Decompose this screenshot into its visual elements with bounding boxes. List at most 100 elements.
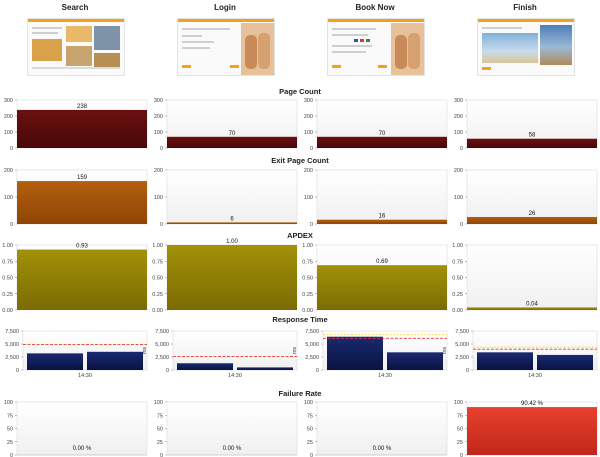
- y-tick-label: 2,500: [5, 355, 19, 361]
- section-title-page-count: Page Count: [279, 87, 321, 96]
- thumbnail-photo: [66, 46, 92, 66]
- y-tick-label: 100: [4, 195, 13, 201]
- y-tick-label: 300: [4, 98, 13, 104]
- plot-area: [316, 169, 448, 225]
- y-tick-label: 0: [310, 146, 313, 152]
- plot-area: [466, 169, 598, 225]
- y-tick-label: 75: [457, 413, 463, 419]
- y-tick-label: 0.75: [152, 259, 163, 265]
- column-title-login: Login: [214, 3, 236, 12]
- y-tick-label: 7,500: [5, 329, 19, 335]
- y-tick-label: 0.00: [2, 308, 13, 314]
- thumbnail-photo: [258, 33, 270, 69]
- plot-area: [466, 244, 598, 311]
- y-tick-label: 0: [160, 453, 163, 457]
- y-tick-label: 0: [460, 222, 463, 228]
- data-label: 238: [77, 104, 88, 110]
- x-tick-label: 14:30: [528, 373, 542, 379]
- y-tick-label: 0: [10, 146, 13, 152]
- data-label: 26: [529, 211, 536, 217]
- thumbnail-photo: [408, 33, 420, 69]
- y-axis-label: ms: [292, 347, 298, 355]
- thumbnail-header-bar: [178, 19, 274, 22]
- y-tick-label: 300: [454, 98, 463, 104]
- thumbnail-photo: [94, 26, 120, 50]
- y-tick-label: 100: [154, 130, 163, 136]
- thumbnail-photo: [66, 26, 92, 42]
- y-tick-label: 300: [154, 98, 163, 104]
- thumbnail-button: [182, 65, 191, 68]
- response-time-bar: [387, 352, 443, 370]
- bar-search: [17, 181, 147, 224]
- finish-page-thumbnail[interactable]: [477, 18, 575, 76]
- search-page-thumbnail[interactable]: [27, 18, 125, 76]
- y-tick-label: 0: [460, 453, 463, 457]
- thumbnail-photo: [540, 25, 572, 65]
- y-tick-label: 25: [7, 440, 13, 446]
- y-tick-label: 75: [307, 413, 313, 419]
- y-tick-label: 0.00: [452, 308, 463, 314]
- x-tick-label: 14:30: [78, 373, 92, 379]
- y-tick-label: 0: [10, 222, 13, 228]
- y-tick-label: 0: [466, 368, 469, 374]
- y-tick-label: 5,000: [155, 342, 169, 348]
- y-tick-label: 0: [10, 453, 13, 457]
- y-tick-label: 100: [4, 130, 13, 136]
- plot-area: [16, 401, 148, 456]
- y-tick-label: 200: [304, 114, 313, 120]
- section-title-exit-page-count: Exit Page Count: [271, 156, 329, 165]
- y-tick-label: 0.50: [152, 276, 163, 282]
- y-tick-label: 200: [4, 114, 13, 120]
- thumbnail-card-icon: [354, 39, 358, 42]
- y-tick-label: 5,000: [305, 342, 319, 348]
- thumbnail-text-line: [182, 47, 210, 49]
- y-axis-label: ms: [142, 347, 148, 355]
- y-tick-label: 75: [157, 413, 163, 419]
- thumbnail-text-line: [332, 28, 376, 30]
- y-tick-label: 0.25: [452, 292, 463, 298]
- y-tick-label: 1.00: [302, 243, 313, 249]
- bar-search: [17, 249, 147, 310]
- bar-book-now: [317, 136, 447, 148]
- data-label: 1.00: [226, 239, 238, 245]
- login-page-thumbnail[interactable]: [177, 18, 275, 76]
- response-time-bar: [177, 363, 233, 370]
- y-axis-label: ms: [442, 347, 448, 355]
- data-label: 0.00 %: [373, 446, 392, 452]
- y-tick-label: 100: [304, 130, 313, 136]
- thumbnail-button: [378, 65, 387, 68]
- y-tick-label: 25: [457, 440, 463, 446]
- y-tick-label: 100: [154, 400, 163, 406]
- column-title-book-now: Book Now: [355, 3, 395, 12]
- thumbnail-text-line: [32, 67, 120, 69]
- column-title-search: Search: [61, 3, 89, 12]
- thumbnail-text-line: [182, 35, 202, 37]
- thumbnail-text-line: [182, 41, 214, 43]
- thumbnail-text-line: [332, 34, 368, 36]
- book-now-page-thumbnail[interactable]: [327, 18, 425, 76]
- y-tick-label: 0: [310, 222, 313, 228]
- section-title-response-time: Response Time: [272, 315, 328, 324]
- section-title-apdex: APDEX: [287, 231, 313, 240]
- y-tick-label: 25: [307, 440, 313, 446]
- response-time-bar: [87, 351, 143, 370]
- thumbnail-text-line: [182, 28, 230, 30]
- y-tick-label: 0.25: [302, 292, 313, 298]
- thumbnail-photo: [482, 33, 538, 63]
- thumbnail-button: [230, 65, 239, 68]
- thumbnail-header-bar: [478, 19, 574, 22]
- thumbnail-photo: [395, 35, 407, 69]
- thumbnail-text-line: [332, 45, 372, 47]
- data-label: 70: [229, 131, 236, 137]
- y-tick-label: 0.00: [152, 308, 163, 314]
- y-tick-label: 0.75: [302, 259, 313, 265]
- data-label: 16: [379, 214, 386, 220]
- response-time-bar: [537, 354, 593, 370]
- data-label: 0.69: [376, 259, 388, 265]
- y-tick-label: 100: [454, 195, 463, 201]
- y-tick-label: 200: [304, 168, 313, 174]
- response-time-bar: [237, 367, 293, 370]
- y-tick-label: 2,500: [455, 355, 469, 361]
- y-tick-label: 50: [457, 427, 463, 433]
